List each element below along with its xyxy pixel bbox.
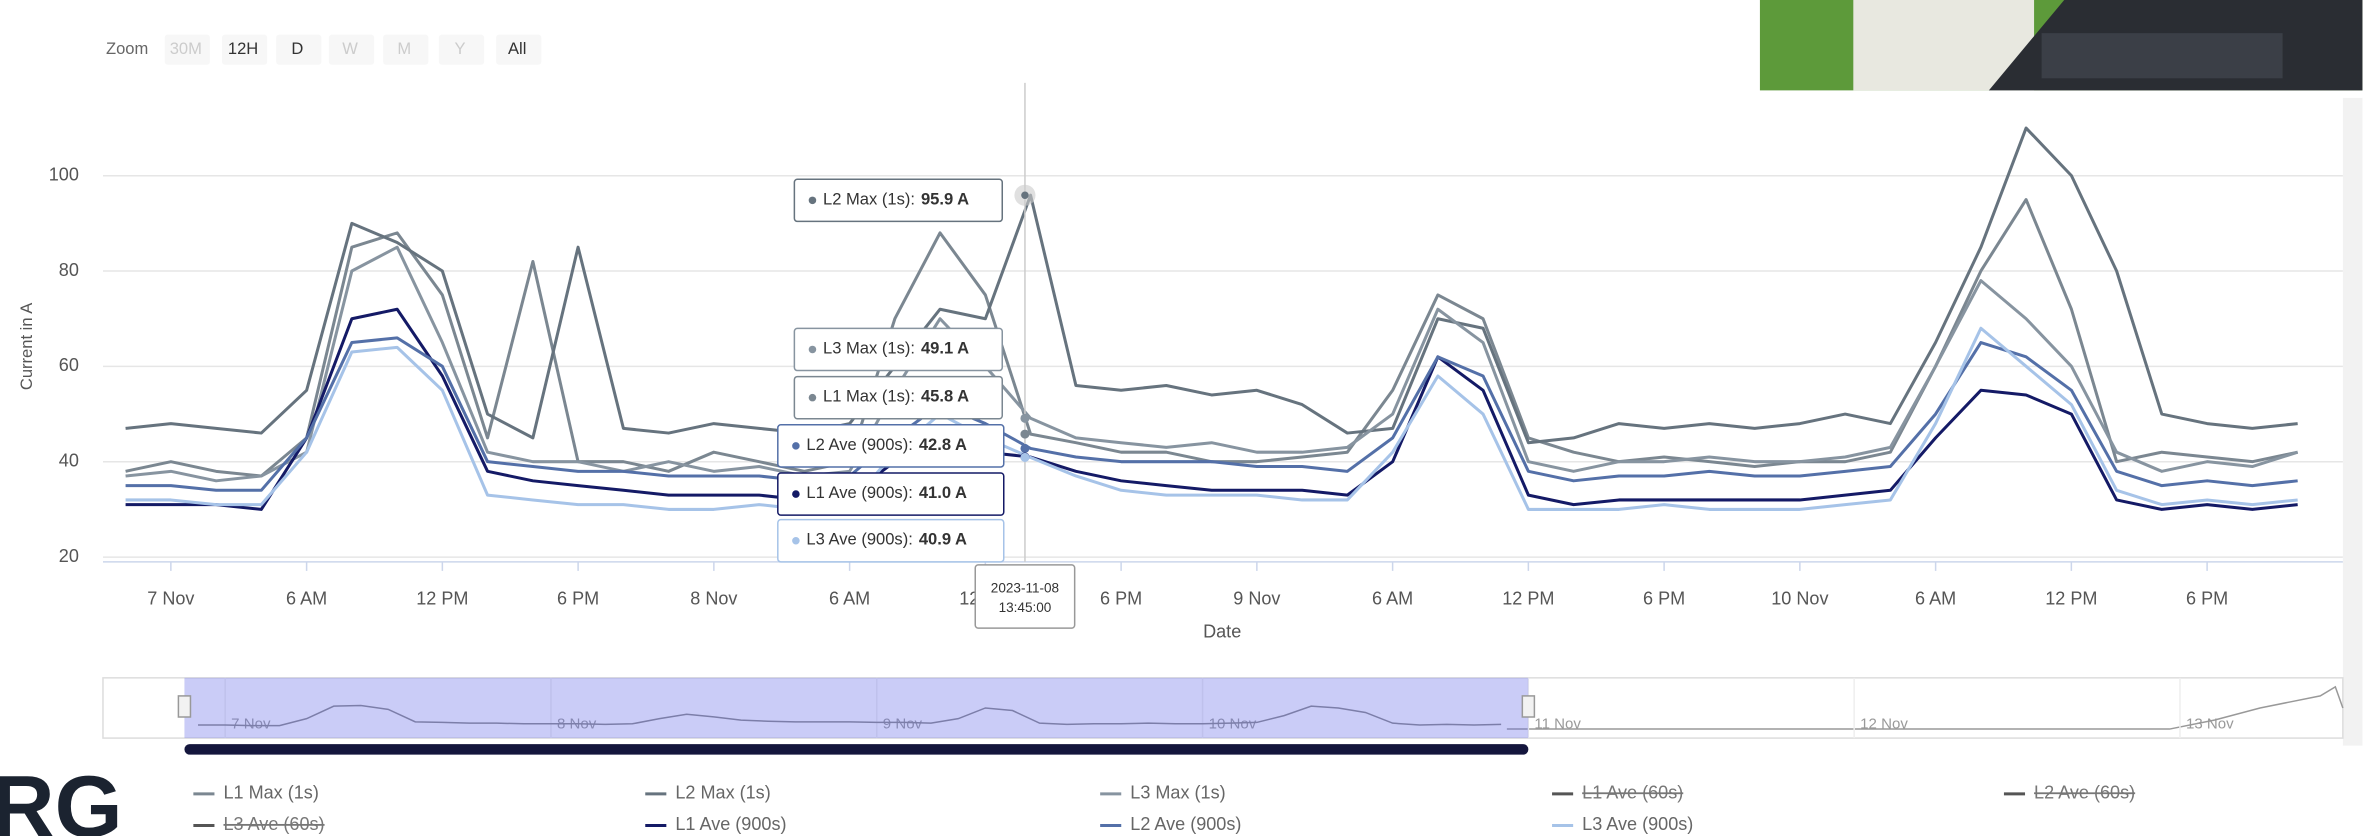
- navigator-label: 12 Nov: [1860, 716, 1908, 733]
- date-box: [975, 565, 1074, 628]
- zoom-button: M: [397, 39, 411, 58]
- right-scroll: [2343, 98, 2363, 746]
- tooltip-text: L3 Max (1s): 49.1 A: [823, 339, 969, 358]
- zoom-button: 30M: [170, 39, 202, 58]
- zoom-button[interactable]: D: [291, 39, 303, 58]
- legend-item[interactable]: L1 Ave (60s): [1582, 783, 1683, 803]
- tooltip-value: 40.9 A: [919, 530, 967, 549]
- tooltip-value: 45.8 A: [921, 387, 969, 406]
- page: {"chart_data":{ "type":"line", "range_se…: [0, 0, 2363, 836]
- x-tick-label: 6 PM: [1100, 588, 1142, 608]
- zoom-button[interactable]: 12H: [228, 39, 258, 58]
- navigator-handle[interactable]: [178, 696, 190, 717]
- y-tick-label: 60: [59, 355, 79, 375]
- photo: [1760, 0, 2363, 90]
- tooltip-name: L1 Ave (900s):: [806, 483, 912, 502]
- tooltip-text: L2 Max (1s): 95.9 A: [823, 190, 969, 209]
- zoom-label: Zoom: [106, 39, 148, 58]
- x-tick-label: 6 PM: [1643, 588, 1685, 608]
- photo-keyboard: [2042, 33, 2283, 78]
- tooltip-text: L1 Max (1s): 45.8 A: [823, 387, 969, 406]
- tooltip-value: 42.8 A: [919, 435, 967, 454]
- legend-item[interactable]: L3 Ave (60s): [223, 814, 324, 834]
- legend-item[interactable]: L3 Ave (900s): [1582, 814, 1693, 834]
- hover-point: [1020, 414, 1029, 423]
- scrollbar[interactable]: [184, 744, 1528, 755]
- x-tick-label: 7 Nov: [147, 588, 194, 608]
- hover-point: [1020, 453, 1029, 462]
- tooltip-bullet: [809, 394, 817, 402]
- x-tick-label: 6 AM: [1372, 588, 1413, 608]
- zoom-button[interactable]: All: [508, 39, 526, 58]
- legend-item[interactable]: L2 Ave (60s): [2034, 783, 2135, 803]
- tooltip-bullet: [809, 197, 817, 205]
- tooltip-value: 49.1 A: [921, 339, 969, 358]
- zoom-button: Y: [454, 39, 465, 58]
- x-tick-label: 10 Nov: [1771, 588, 1828, 608]
- tooltip-name: L3 Max (1s):: [823, 339, 915, 358]
- logo: RG: [0, 757, 123, 836]
- tooltip-name: L3 Ave (900s):: [806, 530, 912, 549]
- tooltip-name: L1 Max (1s):: [823, 387, 915, 406]
- hover-point-core: [1021, 191, 1029, 199]
- navigator-label: 13 Nov: [2186, 716, 2234, 733]
- x-tick-label: 6 PM: [557, 588, 599, 608]
- tooltip-text: L1 Ave (900s): 41.0 A: [806, 483, 967, 502]
- legend-item[interactable]: L2 Max (1s): [675, 783, 770, 803]
- legend-item[interactable]: L2 Ave (900s): [1130, 814, 1241, 834]
- tooltip-bullet: [792, 442, 800, 450]
- tooltip-value: 41.0 A: [919, 483, 967, 502]
- tooltip-bullet: [792, 537, 800, 545]
- tooltip-name: L2 Ave (900s):: [806, 435, 912, 454]
- x-tick-label: 8 Nov: [690, 588, 737, 608]
- navigator-label: 11 Nov: [1534, 716, 1581, 733]
- x-tick-label: 12 PM: [2045, 588, 2097, 608]
- tooltip-value: 95.9 A: [921, 190, 969, 209]
- x-tick-label: 9 Nov: [1233, 588, 1280, 608]
- tooltip-bullet: [792, 490, 800, 498]
- y-tick-label: 100: [49, 164, 79, 184]
- x-tick-label: 12 PM: [416, 588, 468, 608]
- chart: Current in A Date RG Zoom 30M 12H D W M Y All 2…: [0, 0, 2363, 836]
- navigator-handle[interactable]: [1522, 696, 1534, 717]
- y-tick-label: 20: [59, 546, 79, 566]
- y-tick-label: 40: [59, 451, 79, 471]
- x-tick-label: 6 AM: [829, 588, 870, 608]
- x-tick-label: 6 PM: [2186, 588, 2228, 608]
- tooltip-text: L2 Ave (900s): 42.8 A: [806, 435, 967, 454]
- zoom-button: W: [342, 39, 358, 58]
- x-axis-title: Date: [1203, 621, 1241, 641]
- tooltip-text: L3 Ave (900s): 40.9 A: [806, 530, 967, 549]
- navigator-selection[interactable]: [184, 678, 1528, 738]
- y-axis-title: Current in A: [17, 303, 36, 390]
- tooltip-name: L2 Max (1s):: [823, 190, 915, 209]
- legend-item[interactable]: L3 Max (1s): [1130, 783, 1225, 803]
- hover-point: [1020, 430, 1029, 439]
- tooltip-date: 2023-11-08: [991, 581, 1059, 596]
- hover-point: [1020, 444, 1029, 453]
- legend-item[interactable]: L1 Max (1s): [223, 783, 318, 803]
- x-tick-label: 6 AM: [286, 588, 327, 608]
- tooltip-time: 13:45:00: [999, 600, 1052, 615]
- tooltip-bullet: [809, 346, 817, 354]
- y-tick-label: 80: [59, 260, 79, 280]
- x-tick-label: 6 AM: [1915, 588, 1956, 608]
- legend-item[interactable]: L1 Ave (900s): [675, 814, 786, 834]
- x-tick-label: 12 PM: [1502, 588, 1554, 608]
